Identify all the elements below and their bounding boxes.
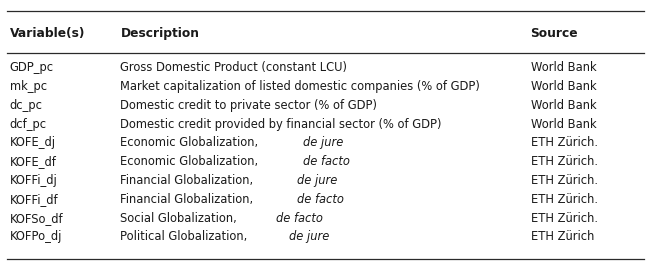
- Text: de jure: de jure: [289, 230, 329, 243]
- Text: Financial Globalization,: Financial Globalization,: [120, 193, 257, 206]
- Text: de jure: de jure: [303, 136, 344, 149]
- Text: KOFSo_df: KOFSo_df: [10, 211, 63, 225]
- Text: ETH Zürich: ETH Zürich: [531, 230, 594, 243]
- Text: World Bank: World Bank: [531, 61, 596, 74]
- Text: dc_pc: dc_pc: [10, 99, 43, 112]
- Text: Domestic credit provided by financial sector (% of GDP): Domestic credit provided by financial se…: [120, 118, 442, 131]
- Text: Source: Source: [531, 27, 578, 40]
- Text: de facto: de facto: [276, 211, 323, 225]
- Text: ETH Zürich.: ETH Zürich.: [531, 155, 598, 168]
- Text: KOFE_dj: KOFE_dj: [10, 136, 56, 149]
- Text: Variable(s): Variable(s): [10, 27, 85, 40]
- Text: ETH Zürich.: ETH Zürich.: [531, 193, 598, 206]
- Text: KOFFi_df: KOFFi_df: [10, 193, 59, 206]
- Text: Description: Description: [120, 27, 199, 40]
- Text: GDP_pc: GDP_pc: [10, 61, 54, 74]
- Text: World Bank: World Bank: [531, 118, 596, 131]
- Text: World Bank: World Bank: [531, 80, 596, 93]
- Text: ETH Zürich.: ETH Zürich.: [531, 136, 598, 149]
- Text: Domestic credit to private sector (% of GDP): Domestic credit to private sector (% of …: [120, 99, 378, 112]
- Text: de facto: de facto: [303, 155, 350, 168]
- Text: Economic Globalization,: Economic Globalization,: [120, 155, 262, 168]
- Text: KOFE_df: KOFE_df: [10, 155, 57, 168]
- Text: KOFPo_dj: KOFPo_dj: [10, 230, 62, 243]
- Text: Political Globalization,: Political Globalization,: [120, 230, 251, 243]
- Text: ETH Zürich.: ETH Zürich.: [531, 174, 598, 187]
- Text: Gross Domestic Product (constant LCU): Gross Domestic Product (constant LCU): [120, 61, 348, 74]
- Text: Social Globalization,: Social Globalization,: [120, 211, 241, 225]
- Text: Economic Globalization,: Economic Globalization,: [120, 136, 262, 149]
- Text: KOFFi_dj: KOFFi_dj: [10, 174, 57, 187]
- Text: de jure: de jure: [297, 174, 337, 187]
- Text: World Bank: World Bank: [531, 99, 596, 112]
- Text: mk_pc: mk_pc: [10, 80, 47, 93]
- Text: ETH Zürich.: ETH Zürich.: [531, 211, 598, 225]
- Text: dcf_pc: dcf_pc: [10, 118, 47, 131]
- Text: de facto: de facto: [297, 193, 344, 206]
- Text: Financial Globalization,: Financial Globalization,: [120, 174, 257, 187]
- Text: Market capitalization of listed domestic companies (% of GDP): Market capitalization of listed domestic…: [120, 80, 480, 93]
